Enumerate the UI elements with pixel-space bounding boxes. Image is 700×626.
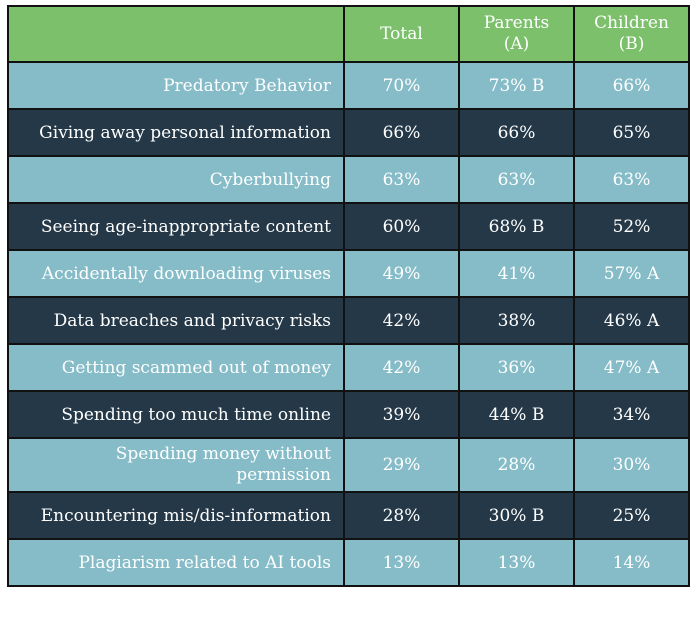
row-label: Spending too much time online xyxy=(7,390,345,439)
table-row: Data breaches and privacy risks 42% 38% … xyxy=(7,296,690,345)
total-value: 63% xyxy=(343,155,460,204)
row-label: Encountering mis/dis-information xyxy=(7,491,345,540)
row-label: Predatory Behavior xyxy=(7,61,345,110)
children-value: 30% xyxy=(573,437,690,493)
parents-value: 36% xyxy=(458,343,575,392)
table-row: Predatory Behavior 70% 73% B 66% xyxy=(7,61,690,110)
header-children-label: Children xyxy=(594,13,669,33)
parents-value: 28% xyxy=(458,437,575,493)
table-row: Getting scammed out of money 42% 36% 47%… xyxy=(7,343,690,392)
parents-value: 66% xyxy=(458,108,575,157)
row-label: Cyberbullying xyxy=(7,155,345,204)
parents-value: 68% B xyxy=(458,202,575,251)
header-children-group: (B) xyxy=(618,34,645,54)
header-parents-label: Parents xyxy=(483,13,550,33)
parents-value: 44% B xyxy=(458,390,575,439)
total-value: 42% xyxy=(343,296,460,345)
total-value: 70% xyxy=(343,61,460,110)
children-value: 63% xyxy=(573,155,690,204)
children-value: 46% A xyxy=(573,296,690,345)
row-label: Plagiarism related to AI tools xyxy=(7,538,345,587)
parents-value: 73% B xyxy=(458,61,575,110)
table-row: Seeing age-inappropriate content 60% 68%… xyxy=(7,202,690,251)
total-value: 60% xyxy=(343,202,460,251)
total-value: 29% xyxy=(343,437,460,493)
table-row: Accidentally downloading viruses 49% 41%… xyxy=(7,249,690,298)
table-row: Giving away personal information 66% 66%… xyxy=(7,108,690,157)
header-children: Children (B) xyxy=(573,5,690,63)
parents-value: 13% xyxy=(458,538,575,587)
row-label: Data breaches and privacy risks xyxy=(7,296,345,345)
children-value: 47% A xyxy=(573,343,690,392)
children-value: 65% xyxy=(573,108,690,157)
children-value: 57% A xyxy=(573,249,690,298)
total-value: 42% xyxy=(343,343,460,392)
row-label: Giving away personal information xyxy=(7,108,345,157)
parents-value: 38% xyxy=(458,296,575,345)
parents-value: 30% B xyxy=(458,491,575,540)
children-value: 14% xyxy=(573,538,690,587)
header-parents: Parents (A) xyxy=(458,5,575,63)
header-corner-cell xyxy=(7,5,345,63)
table-header-row: Total Parents (A) Children (B) xyxy=(7,5,690,63)
table-row: Encountering mis/dis-information 28% 30%… xyxy=(7,491,690,540)
row-label: Getting scammed out of money xyxy=(7,343,345,392)
table-row: Spending money without permission 29% 28… xyxy=(7,437,690,493)
children-value: 34% xyxy=(573,390,690,439)
row-label: Spending money without permission xyxy=(7,437,345,493)
total-value: 49% xyxy=(343,249,460,298)
table-row: Plagiarism related to AI tools 13% 13% 1… xyxy=(7,538,690,587)
header-total: Total xyxy=(343,5,460,63)
header-parents-group: (A) xyxy=(503,34,530,54)
total-value: 39% xyxy=(343,390,460,439)
children-value: 66% xyxy=(573,61,690,110)
children-value: 52% xyxy=(573,202,690,251)
total-value: 66% xyxy=(343,108,460,157)
children-value: 25% xyxy=(573,491,690,540)
row-label: Accidentally downloading viruses xyxy=(7,249,345,298)
total-value: 13% xyxy=(343,538,460,587)
online-risks-table: Total Parents (A) Children (B) Predatory… xyxy=(7,5,690,587)
row-label: Seeing age-inappropriate content xyxy=(7,202,345,251)
parents-value: 63% xyxy=(458,155,575,204)
total-value: 28% xyxy=(343,491,460,540)
table-row: Spending too much time online 39% 44% B … xyxy=(7,390,690,439)
parents-value: 41% xyxy=(458,249,575,298)
survey-table-container: Total Parents (A) Children (B) Predatory… xyxy=(7,5,690,587)
table-row: Cyberbullying 63% 63% 63% xyxy=(7,155,690,204)
